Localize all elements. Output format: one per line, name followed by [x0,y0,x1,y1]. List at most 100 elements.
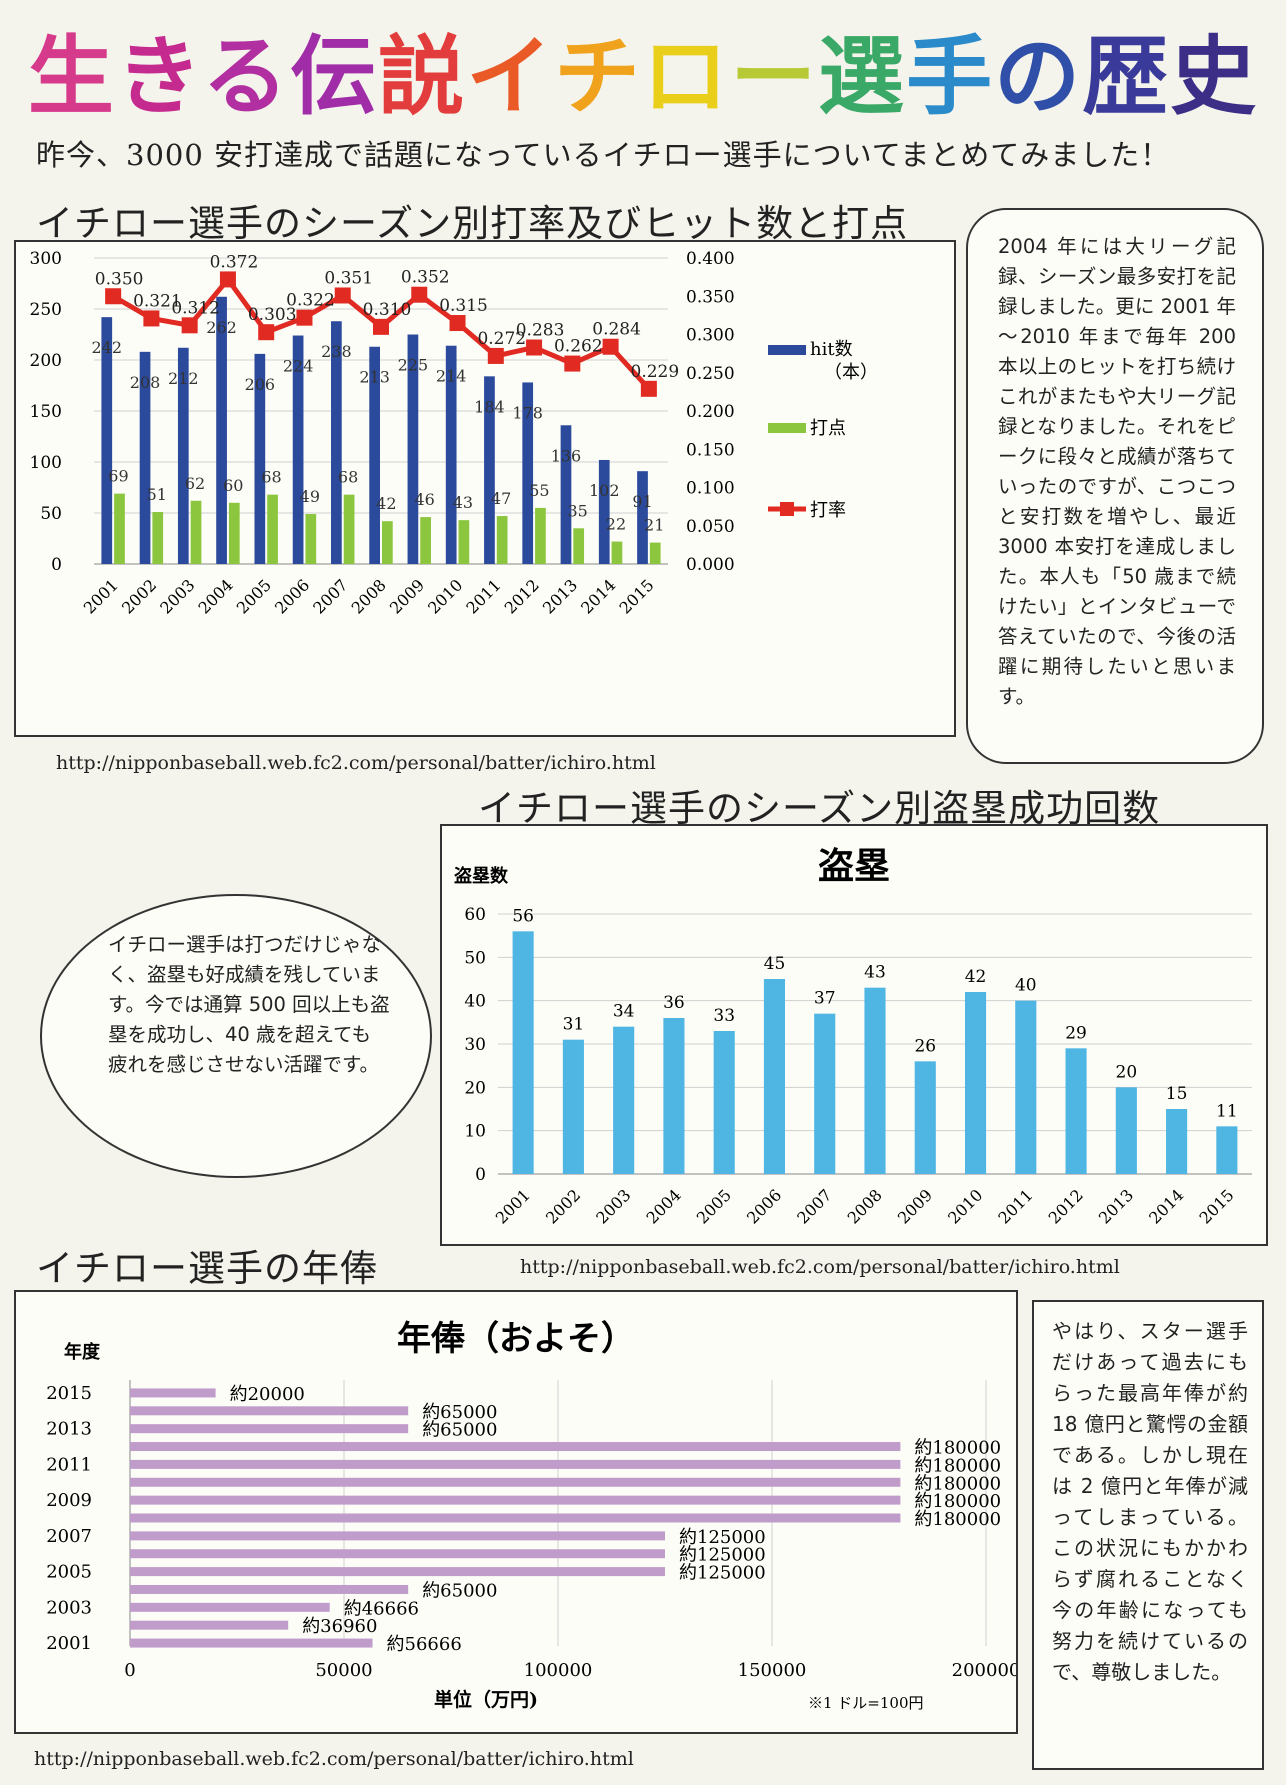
rbi-label: 46 [414,490,434,509]
hits-bar [216,296,227,564]
x-tick-label: 2006 [743,1185,785,1227]
average-label: 0.284 [592,320,641,340]
section3-note: やはり、スター選手だけあって過去にもらった最高年俸が約 18 億円と驚愕の金額で… [1032,1300,1264,1770]
chart1-frame: 0 50 100 150 200 250 300 0.000 0.050 0.100 0.150 0.… [14,240,956,737]
title-char: チ [554,27,643,127]
y-tick-label: 30 [464,1035,486,1055]
average-point [564,355,581,372]
hits-label: 136 [551,446,582,465]
hits-label: 242 [92,338,123,357]
rbi-label: 22 [606,515,626,534]
x-tick-label: 2015 [615,575,657,617]
average-label: 0.303 [248,305,297,325]
x-tick-label: 2007 [309,575,351,617]
rbi-bar [420,517,431,564]
salary-label: 約65000 [422,1402,497,1423]
y-tick-label: 20 [464,1078,486,1098]
y-tick-label: 300 [30,249,62,269]
x-tick-label: 2014 [577,575,619,617]
rbi-bar [611,541,623,564]
legend-label-hits: hit数 [810,339,853,360]
y2-tick-label: 0.000 [686,555,735,575]
rbi-bar [267,494,278,564]
rbi-bar [305,514,317,564]
section2-source: http://nipponbaseball.web.fc2.com/person… [520,1256,1120,1278]
average-point [143,310,160,327]
salary-label: 約180000 [914,1491,1001,1512]
stolen-bases-bar [1015,1000,1037,1174]
rbi-label: 62 [185,474,205,493]
y2-tick-label: 0.300 [686,326,735,346]
salary-label: 約125000 [679,1527,766,1548]
section1-note: 2004 年には大リーグ記録、シーズン最多安打を記録しました。更に 2001 年… [966,208,1264,764]
stolen-bases-label: 45 [764,954,786,974]
stolen-bases-label: 15 [1166,1084,1188,1104]
stolen-bases-chart: 盗塁 盗塁数 0 10 20 30 40 50 60 56 2001 31 2002 34 2003 36 20… [454,845,1252,1228]
average-label: 0.352 [401,268,450,288]
salary-label: 約46666 [344,1598,419,1619]
x-tick-label: 2009 [894,1185,936,1227]
stolen-bases-bar [562,1039,584,1174]
hits-bar [560,425,572,564]
x-tick-label: 150000 [738,1660,807,1681]
title-char: 伝 [290,27,379,127]
salary-bar [130,1424,409,1434]
x-tick-label: 2007 [793,1185,835,1227]
average-point [258,324,275,341]
y2-tick-label: 0.250 [686,364,735,384]
hits-label: 208 [130,373,161,392]
rbi-bar [114,493,125,564]
y-tick-label: 200 [30,351,62,371]
stolen-bases-bar [763,979,786,1174]
rbi-bar [382,521,393,564]
x-tick-label: 2002 [118,575,160,617]
page-title: 生きる伝説イチロー選手の歴史 [0,22,1286,132]
x-tick-label: 2008 [348,575,390,617]
stolen-bases-label: 26 [914,1036,936,1056]
salary-bar [130,1495,901,1505]
salary-label: 約125000 [679,1545,766,1566]
x-tick-label: 0 [124,1660,135,1681]
rbi-label: 47 [491,489,511,508]
rbi-bar [190,500,202,564]
hits-bar [445,345,457,564]
average-point [526,339,543,356]
x-tick-label: 2006 [271,575,313,617]
x-tick-label: 2005 [693,1185,735,1227]
y-tick-label: 40 [464,992,486,1012]
salary-bar [130,1442,901,1452]
stolen-bases-label: 36 [663,993,685,1013]
x-tick-label: 2010 [424,575,466,617]
y2-tick-label: 0.350 [686,287,735,307]
stolen-bases-label: 42 [965,967,987,987]
hits-bar [292,335,304,564]
stolen-bases-label: 29 [1065,1023,1087,1043]
hits-bar [139,351,151,564]
salary-bar [130,1406,409,1416]
hits-label: 178 [512,403,543,422]
section3-heading: イチロー選手の年俸 [36,1247,378,1290]
legend-label-average: 打率 [810,500,846,521]
salary-label: 約125000 [679,1563,766,1584]
average-label: 0.315 [439,296,488,316]
rbi-bar [343,494,355,564]
average-label: 0.312 [171,298,220,318]
salary-label: 約20000 [230,1384,305,1405]
stolen-bases-bar [1115,1087,1137,1174]
stolen-bases-label: 43 [864,963,886,983]
salary-bar [130,1584,409,1594]
salary-bar [130,1459,901,1469]
y-tick-label: 100 [30,453,62,473]
hits-bar [101,317,113,564]
rbi-label: 21 [644,516,664,535]
stolen-bases-bar [864,987,886,1174]
rbi-label: 42 [376,494,396,513]
section3-note-text: やはり、スター選手だけあって過去にもらった最高年俸が約 18 億円と驚愕の金額で… [1052,1319,1248,1684]
rbi-bar [458,520,470,564]
stolen-bases-bar [1166,1109,1188,1174]
salary-label: 約65000 [422,1420,497,1441]
average-label: 0.372 [210,252,259,272]
title-char: 説 [378,27,467,127]
stolen-bases-bar [663,1018,685,1174]
y2-tick-label: 0.200 [686,402,735,422]
